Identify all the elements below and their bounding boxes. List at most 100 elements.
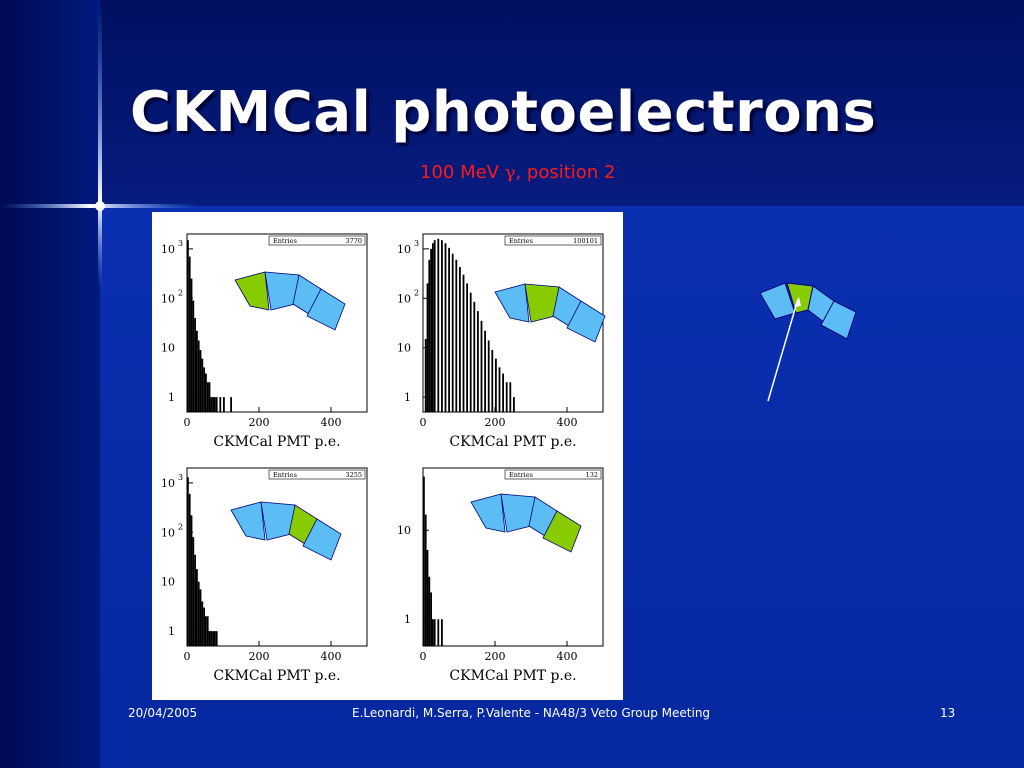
histogram-bar bbox=[513, 397, 515, 412]
histogram-bar bbox=[212, 397, 214, 412]
histogram-bar bbox=[187, 240, 189, 412]
histogram-bar bbox=[205, 616, 207, 646]
y-tick-exponent: 3 bbox=[178, 239, 183, 248]
stats-box bbox=[268, 469, 366, 480]
histogram-bar bbox=[441, 240, 443, 412]
histogram-bar bbox=[495, 358, 497, 412]
inset-cell bbox=[494, 283, 530, 323]
subtitle-suffix: , position 2 bbox=[515, 162, 616, 183]
histogram-bar bbox=[190, 515, 193, 646]
x-tick-label: 400 bbox=[557, 416, 578, 429]
histogram-bar bbox=[437, 238, 440, 412]
inset-cell-highlighted bbox=[234, 271, 270, 311]
plot-frame bbox=[186, 467, 368, 647]
inset-cell bbox=[302, 518, 342, 561]
histogram-bar bbox=[199, 589, 202, 646]
histogram-bar bbox=[448, 247, 450, 412]
side-diagram-cell bbox=[759, 282, 796, 320]
subtitle-gamma-symbol: γ bbox=[504, 162, 516, 183]
histogram-bar bbox=[426, 283, 429, 412]
histogram-bar bbox=[215, 397, 218, 412]
slide-title: CKMCal photoelectrons bbox=[130, 80, 877, 145]
histogram-bar bbox=[430, 592, 432, 646]
subtitle-prefix: 100 MeV bbox=[420, 162, 505, 183]
histogram-bar bbox=[203, 607, 205, 646]
x-axis-label: CKMCal PMT p.e. bbox=[449, 434, 576, 450]
histogram-bar bbox=[205, 373, 207, 412]
y-tick-label: 10 bbox=[161, 243, 175, 256]
histogram-bar bbox=[206, 382, 209, 412]
y-tick-label: 10 bbox=[161, 292, 175, 305]
x-tick-label: 200 bbox=[485, 416, 506, 429]
y-tick-label: 10 bbox=[161, 576, 175, 589]
inset-cell bbox=[230, 501, 266, 541]
side-diagram-cell bbox=[820, 300, 857, 340]
histogram-bar bbox=[196, 569, 198, 646]
histogram-bar bbox=[487, 340, 490, 412]
footer-meeting-info: E.Leonardi, M.Serra, P.Valente - NA48/3 … bbox=[352, 706, 711, 720]
y-tick-exponent: 3 bbox=[178, 473, 183, 482]
histogram-bar bbox=[433, 240, 436, 412]
histogram-bar bbox=[455, 259, 458, 412]
y-tick-exponent: 2 bbox=[414, 288, 419, 297]
histogram-bar bbox=[462, 274, 465, 412]
x-tick-label: 0 bbox=[420, 416, 427, 429]
y-tick-exponent: 2 bbox=[178, 288, 183, 297]
background-title-band bbox=[100, 0, 1024, 206]
x-tick-label: 0 bbox=[420, 650, 427, 663]
inset-cell bbox=[306, 288, 346, 331]
light-flare-decoration bbox=[0, 0, 200, 290]
slide-subtitle: 100 MeV γ, position 2 bbox=[420, 162, 615, 183]
footer-page-number: 13 bbox=[940, 706, 956, 720]
histogram-bar bbox=[194, 554, 196, 646]
histogram-bar bbox=[428, 259, 431, 412]
x-tick-label: 200 bbox=[249, 650, 270, 663]
x-tick-label: 0 bbox=[184, 416, 191, 429]
histogram-bar bbox=[192, 300, 195, 412]
histogram-bar bbox=[430, 248, 432, 412]
histogram-bar bbox=[192, 537, 195, 646]
y-tick-label: 10 bbox=[161, 342, 175, 355]
background-left-band bbox=[0, 0, 100, 768]
stats-value: 132 bbox=[586, 471, 598, 479]
histogram-bar bbox=[214, 631, 216, 646]
stats-box bbox=[268, 235, 366, 246]
histogram-bar bbox=[473, 301, 476, 412]
histogram-bar bbox=[194, 317, 196, 412]
y-tick-label: 1 bbox=[404, 613, 411, 626]
histogram-bar bbox=[190, 278, 193, 412]
histogram-bar bbox=[451, 253, 454, 412]
histogram-bar bbox=[491, 349, 494, 412]
incidence-arrow-line bbox=[767, 298, 799, 402]
histogram-bar bbox=[199, 349, 202, 412]
y-tick-exponent: 2 bbox=[178, 522, 183, 531]
stats-label: Entries bbox=[509, 471, 533, 479]
x-axis-label: CKMCal PMT p.e. bbox=[213, 668, 340, 684]
histogram-bar bbox=[424, 339, 427, 412]
position-diagram bbox=[759, 282, 857, 402]
stats-label: Entries bbox=[273, 237, 297, 245]
inset-cell bbox=[470, 493, 506, 533]
histogram-bar bbox=[208, 631, 211, 646]
y-tick-label: 10 bbox=[161, 526, 175, 539]
histogram-bar bbox=[210, 397, 213, 412]
stats-value: 100101 bbox=[573, 237, 598, 245]
stats-label: Entries bbox=[273, 471, 297, 479]
stats-label: Entries bbox=[509, 237, 533, 245]
histogram-bar bbox=[424, 514, 427, 646]
histogram-bar bbox=[219, 397, 222, 412]
y-tick-label: 1 bbox=[404, 391, 411, 404]
histogram-bar bbox=[509, 382, 512, 412]
histogram-bar bbox=[196, 330, 198, 412]
histogram-bar bbox=[212, 631, 214, 646]
histogram-bar bbox=[188, 493, 191, 646]
x-tick-label: 400 bbox=[321, 650, 342, 663]
x-tick-label: 400 bbox=[321, 416, 342, 429]
histogram-bar bbox=[433, 619, 436, 646]
histogram-bar bbox=[444, 243, 447, 412]
x-tick-label: 200 bbox=[249, 416, 270, 429]
histogram-bar bbox=[201, 358, 204, 412]
